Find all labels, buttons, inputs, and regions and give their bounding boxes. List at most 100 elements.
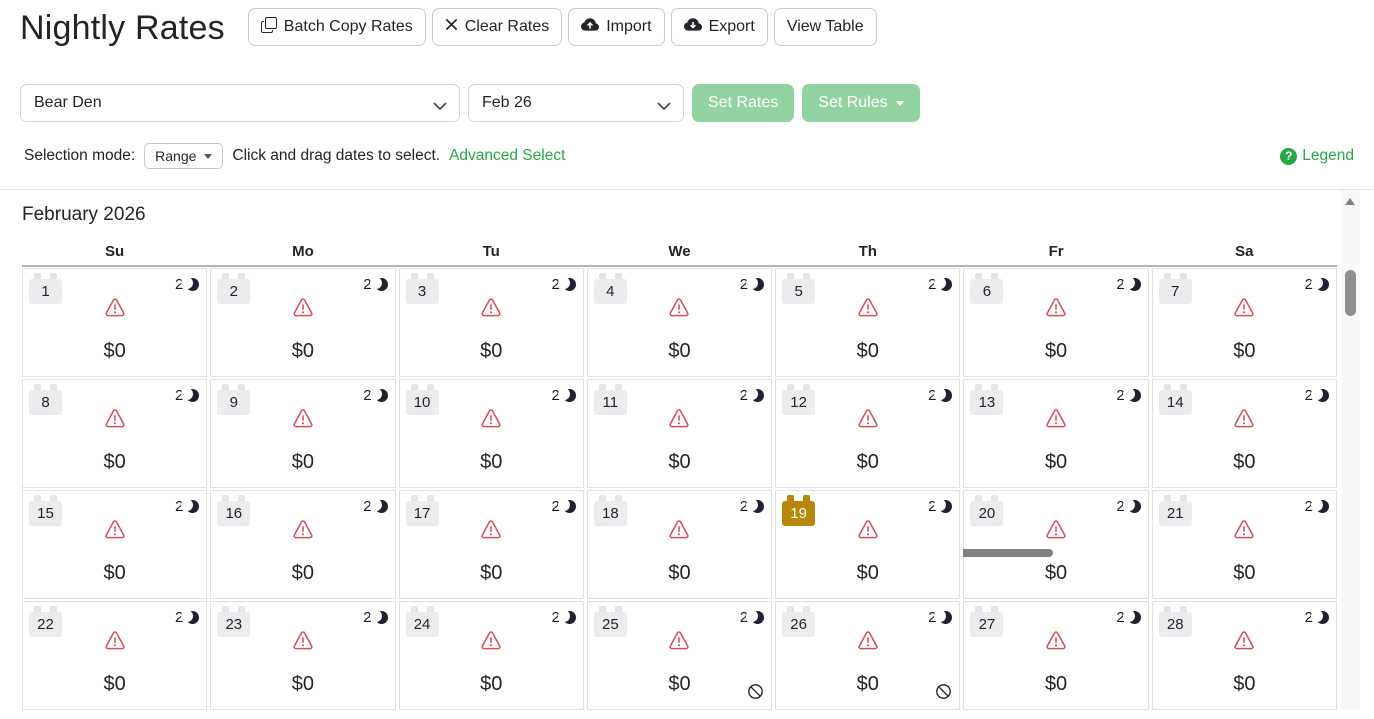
day-cell[interactable]: 12 2 $0	[775, 379, 961, 488]
batch-copy-rates-button[interactable]: Batch Copy Rates	[247, 8, 426, 46]
price: $0	[480, 673, 503, 695]
controls-row: Bear Den Feb 26 Set Rates Set Rules	[20, 84, 1354, 122]
day-calendar-icon: 5	[782, 273, 816, 304]
min-nights-indicator: 2	[1305, 387, 1329, 404]
warning-icon	[857, 409, 878, 433]
nights-count: 2	[1304, 387, 1313, 404]
day-cell[interactable]: 27 2 $0	[963, 601, 1149, 710]
day-number: 1	[29, 279, 62, 304]
day-cell[interactable]: 19 2 $0	[775, 490, 961, 599]
day-cell[interactable]: 14 2 $0	[1151, 379, 1337, 488]
export-button[interactable]: Export	[670, 8, 768, 46]
day-cell[interactable]: 28 2 $0	[1151, 601, 1337, 710]
min-nights-indicator: 2	[1116, 609, 1141, 626]
day-cell[interactable]: 16 2 $0	[210, 490, 396, 599]
day-number: 5	[782, 279, 816, 304]
min-nights-indicator: 2	[1116, 387, 1141, 404]
day-cell[interactable]: 4 2 $0	[586, 268, 773, 377]
min-nights-indicator: 2	[552, 609, 576, 626]
price: $0	[668, 562, 691, 584]
day-cell[interactable]: 23 2 $0	[210, 601, 396, 710]
moon-icon	[557, 277, 576, 291]
day-cell[interactable]: 22 2 $0	[22, 601, 208, 710]
day-calendar-icon: 9	[217, 384, 251, 415]
day-cell[interactable]: 2 2 $0	[210, 268, 396, 377]
day-number: 6	[970, 279, 1004, 304]
price: $0	[480, 451, 503, 473]
day-cell[interactable]: 9 2 $0	[210, 379, 396, 488]
selection-mode-dropdown[interactable]: Range	[144, 143, 224, 169]
day-cell[interactable]: 24 2 $0	[398, 601, 584, 710]
moon-icon	[369, 610, 388, 624]
import-button[interactable]: Import	[568, 8, 665, 46]
day-number: 2	[217, 279, 251, 304]
moon-icon	[934, 277, 953, 291]
day-number: 8	[29, 390, 62, 415]
price: $0	[291, 673, 315, 695]
warning-icon	[669, 520, 690, 544]
warning-icon	[292, 631, 313, 655]
warning-icon	[857, 631, 878, 655]
day-number: 12	[782, 390, 816, 415]
scroll-up-arrow-icon[interactable]	[1345, 198, 1355, 205]
price: $0	[103, 673, 126, 695]
price: $0	[668, 451, 691, 473]
day-cell[interactable]: 25 2 $0	[586, 601, 773, 710]
min-nights-indicator: 2	[175, 387, 200, 404]
property-select[interactable]: Bear Den	[20, 84, 460, 122]
day-number: 14	[1158, 390, 1192, 415]
price: $0	[1044, 673, 1068, 695]
warning-icon	[104, 520, 125, 544]
no-entry-icon	[935, 683, 952, 705]
day-number: 24	[405, 612, 439, 637]
legend-link[interactable]: ? Legend	[1280, 147, 1354, 165]
day-cell[interactable]: 11 2 $0	[586, 379, 773, 488]
warning-icon	[1234, 298, 1255, 322]
clear-rates-button[interactable]: Clear Rates	[431, 8, 563, 46]
day-cell[interactable]: 7 2 $0	[1151, 268, 1337, 377]
moon-icon	[934, 388, 953, 402]
set-rules-button[interactable]: Set Rules	[802, 84, 920, 122]
day-calendar-icon: 20	[970, 495, 1004, 526]
set-rates-button[interactable]: Set Rates	[692, 84, 795, 122]
day-calendar-icon: 7	[1158, 273, 1192, 304]
day-cell[interactable]: 3 2 $0	[398, 268, 584, 377]
day-cell[interactable]: 20 2 $0	[963, 490, 1149, 599]
day-calendar-icon: 6	[970, 273, 1004, 304]
day-header-th: Th	[858, 243, 877, 260]
warning-icon	[481, 298, 502, 322]
day-cell[interactable]: 15 2 $0	[22, 490, 208, 599]
nights-count: 2	[363, 498, 372, 515]
month-select[interactable]: Feb 26	[468, 84, 684, 122]
day-cell[interactable]: 1 2 $0	[22, 268, 208, 377]
day-cell[interactable]: 10 2 $0	[398, 379, 584, 488]
day-cell[interactable]: 17 2 $0	[398, 490, 584, 599]
price: $0	[103, 340, 126, 362]
nights-count: 2	[174, 609, 184, 626]
day-calendar-icon: 4	[593, 273, 627, 304]
view-table-button[interactable]: View Table	[773, 8, 877, 46]
advanced-select-link[interactable]: Advanced Select	[449, 147, 566, 164]
day-cell[interactable]: 26 2 $0	[775, 601, 961, 710]
page-title: Nightly Rates	[20, 9, 225, 47]
scrollbar-thumb[interactable]	[1345, 270, 1356, 316]
warning-icon	[669, 298, 690, 322]
day-cell[interactable]: 8 2 $0	[22, 379, 208, 488]
warning-icon	[104, 298, 125, 322]
selection-mode-row: Selection mode: Range Click and drag dat…	[24, 141, 1354, 171]
vertical-scrollbar[interactable]	[1341, 190, 1360, 709]
day-cell[interactable]: 21 2 $0	[1151, 490, 1337, 599]
day-header-su: Su	[105, 243, 125, 260]
copy-icon	[260, 16, 277, 38]
day-cell[interactable]: 5 2 $0	[775, 268, 961, 377]
day-cell[interactable]: 13 2 $0	[963, 379, 1149, 488]
day-calendar-icon: 17	[405, 495, 439, 526]
price: $0	[480, 340, 503, 362]
day-cell[interactable]: 18 2 $0	[586, 490, 773, 599]
warning-icon	[292, 298, 313, 322]
moon-icon	[746, 499, 765, 513]
moon-icon	[746, 388, 765, 402]
nights-count: 2	[1304, 276, 1313, 293]
day-number: 10	[405, 390, 439, 415]
day-cell[interactable]: 6 2 $0	[963, 268, 1149, 377]
